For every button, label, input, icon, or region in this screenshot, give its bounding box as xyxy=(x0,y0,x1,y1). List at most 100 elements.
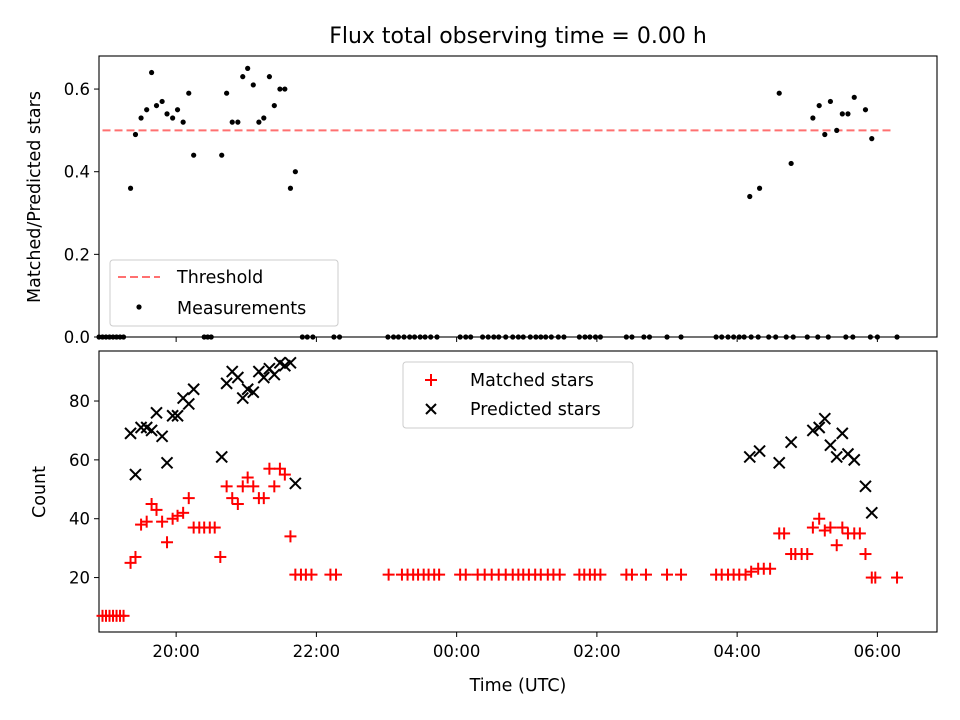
bottom-plot-area: 20 40 60 80 20:00 22:00 00:00 02:00 04:00 06:00 xyxy=(69,350,938,661)
predicted-stars-point xyxy=(865,506,878,520)
measurement-point xyxy=(664,334,670,340)
measurement-point xyxy=(180,119,186,125)
matched-stars-point xyxy=(594,568,607,581)
measurement-point xyxy=(401,334,407,340)
measurement-point xyxy=(417,334,423,340)
matched-stars-point xyxy=(247,480,260,493)
predicted-stars-point xyxy=(743,450,756,464)
bottom-ytick-label: 20 xyxy=(69,569,90,588)
matched-stars-point xyxy=(745,565,758,578)
top-ytick-label: 0.6 xyxy=(64,80,90,99)
matched-stars-series xyxy=(96,462,904,622)
predicted-stars-point xyxy=(848,453,861,467)
top-legend: Threshold Measurements xyxy=(109,259,339,327)
measurement-point xyxy=(457,334,463,340)
measurement-point xyxy=(874,334,880,340)
top-panel: Matched/Predicted stars 0.0 0.2 0.4 0.6 Thr… xyxy=(25,55,938,347)
measurement-point xyxy=(144,107,150,113)
bottom-xtick-label: 06:00 xyxy=(854,642,902,661)
predicted-stars-point xyxy=(187,383,200,396)
bottom-xtick-label: 20:00 xyxy=(152,642,200,661)
predicted-legend-label: Predicted stars xyxy=(470,400,601,420)
measurement-point xyxy=(138,115,144,121)
matched-stars-point xyxy=(236,480,249,493)
measurement-point xyxy=(783,334,789,340)
measurement-point xyxy=(235,119,241,125)
predicted-stars-point xyxy=(859,480,872,493)
measurements-legend-marker xyxy=(136,304,142,310)
matched-stars-point xyxy=(859,548,872,561)
measurement-point xyxy=(250,82,256,88)
measurement-point xyxy=(815,334,821,340)
bottom-ytick-label: 80 xyxy=(69,392,90,411)
measurement-point xyxy=(533,334,539,340)
measurement-point xyxy=(629,334,635,340)
measurement-point xyxy=(271,102,277,109)
predicted-stars-point xyxy=(753,444,766,458)
bottom-xtick-label: 02:00 xyxy=(573,642,621,661)
measurement-point xyxy=(468,334,474,340)
measurement-point xyxy=(548,334,554,340)
top-ylabel: Matched/Predicted stars xyxy=(25,91,45,303)
measurement-point xyxy=(224,90,230,96)
matched-stars-point xyxy=(836,521,849,534)
measurement-point xyxy=(810,115,816,121)
measurement-point xyxy=(186,90,192,96)
measurement-point xyxy=(623,334,629,340)
matched-stars-point xyxy=(330,568,343,581)
measurement-point xyxy=(592,334,599,340)
predicted-stars-point xyxy=(182,397,195,411)
measurement-point xyxy=(331,334,337,340)
measurement-point xyxy=(491,334,497,340)
measurement-point xyxy=(496,334,502,340)
measurement-point xyxy=(766,334,772,340)
top-ytick-label: 0.4 xyxy=(64,163,90,182)
matched-stars-point xyxy=(661,568,674,581)
matched-stars-point xyxy=(177,506,190,519)
measurement-point xyxy=(561,334,567,340)
measurement-point xyxy=(310,334,316,340)
measurement-point xyxy=(336,334,343,340)
matched-stars-point xyxy=(639,568,652,581)
matched-stars-point xyxy=(182,492,195,505)
predicted-stars-point xyxy=(289,477,302,490)
predicted-stars-point xyxy=(236,391,249,405)
measurement-point xyxy=(287,185,294,191)
measurement-point xyxy=(148,69,155,76)
measurement-point xyxy=(719,334,725,340)
measurement-point xyxy=(834,127,840,133)
matched-stars-point xyxy=(818,524,831,537)
predicted-stars-point xyxy=(247,385,260,399)
predicted-stars-point xyxy=(129,468,142,481)
measurement-point xyxy=(520,334,526,340)
matched-stars-point xyxy=(625,568,638,581)
matched-stars-point xyxy=(140,515,153,528)
matched-stars-point xyxy=(263,462,276,475)
measurement-point xyxy=(120,334,127,340)
bottom-ytick-label: 40 xyxy=(69,510,90,529)
predicted-stars-point xyxy=(145,424,158,437)
measurement-point xyxy=(804,334,810,340)
measurement-point xyxy=(582,334,588,340)
measurement-point xyxy=(827,98,834,105)
matched-stars-point xyxy=(231,498,244,511)
predicted-legend-marker xyxy=(425,403,437,415)
measurement-point xyxy=(869,136,875,142)
bottom-xlabel: Time (UTC) xyxy=(469,676,567,696)
measurement-point xyxy=(736,334,742,340)
matched-stars-point xyxy=(739,568,752,581)
measurement-point xyxy=(132,131,139,138)
measurement-point xyxy=(411,334,418,340)
matched-stars-point xyxy=(241,471,254,484)
measurement-point xyxy=(292,169,298,175)
matched-stars-point xyxy=(257,492,270,505)
measurement-point xyxy=(825,334,831,340)
bottom-axes-frame xyxy=(98,350,938,633)
matched-stars-point xyxy=(830,539,843,552)
predicted-stars-series xyxy=(124,356,878,520)
matched-stars-point xyxy=(214,550,227,563)
matched-stars-point xyxy=(268,480,281,493)
measurement-point xyxy=(839,111,845,117)
measurement-point xyxy=(641,334,647,340)
